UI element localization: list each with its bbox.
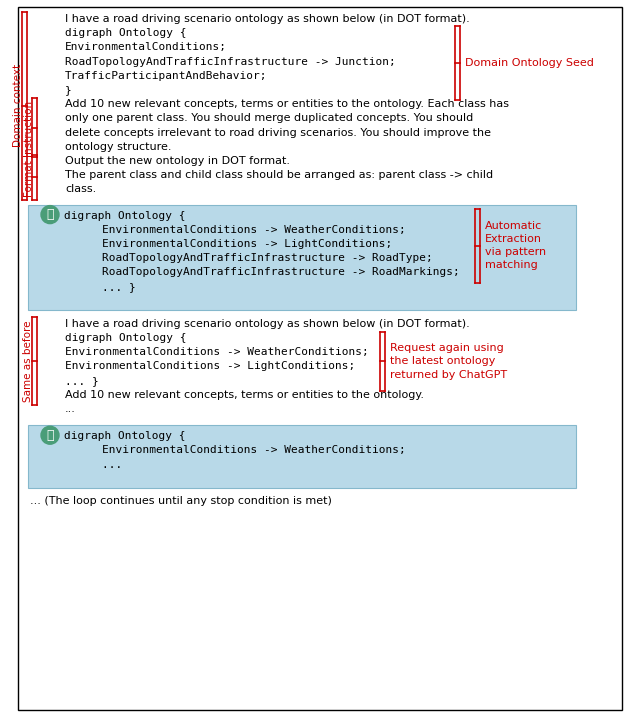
Text: only one parent class. You should merge duplicated concepts. You should: only one parent class. You should merge … [65, 113, 473, 123]
Text: Ⓢ: Ⓢ [46, 429, 54, 442]
Text: digraph Ontology {: digraph Ontology { [65, 333, 186, 343]
Text: Format: Format [23, 159, 33, 196]
Text: ... }: ... } [75, 282, 136, 292]
Text: I have a road driving scenario ontology as shown below (in DOT format).: I have a road driving scenario ontology … [65, 319, 470, 329]
Text: Instruction: Instruction [23, 100, 33, 156]
Circle shape [41, 426, 59, 445]
Text: digraph Ontology {: digraph Ontology { [64, 431, 186, 441]
Text: ... (The loop continues until any stop condition is met): ... (The loop continues until any stop c… [30, 495, 332, 505]
Text: Automatic
Extraction
via pattern
matching: Automatic Extraction via pattern matchin… [485, 221, 546, 270]
Text: RoadTopologyAndTrafficInfrastructure -> RoadType;: RoadTopologyAndTrafficInfrastructure -> … [75, 253, 433, 263]
Text: Domain Ontology Seed: Domain Ontology Seed [465, 58, 594, 68]
Text: EnvironmentalConditions -> WeatherConditions;: EnvironmentalConditions -> WeatherCondit… [65, 347, 369, 357]
Text: TrafficParticipantAndBehavior;: TrafficParticipantAndBehavior; [65, 71, 268, 81]
Text: RoadTopologyAndTrafficInfrastructure -> RoadMarkings;: RoadTopologyAndTrafficInfrastructure -> … [75, 267, 460, 277]
Bar [28, 425, 576, 488]
Text: ... }: ... } [65, 376, 99, 386]
Circle shape [41, 206, 59, 224]
Text: delete concepts irrelevant to road driving scenarios. You should improve the: delete concepts irrelevant to road drivi… [65, 128, 491, 138]
Text: }: } [65, 85, 72, 95]
Text: ontology structure.: ontology structure. [65, 142, 172, 152]
Text: EnvironmentalConditions -> WeatherConditions;: EnvironmentalConditions -> WeatherCondit… [75, 445, 406, 455]
Text: EnvironmentalConditions -> LightConditions;: EnvironmentalConditions -> LightConditio… [75, 239, 392, 249]
Text: Add 10 new relevant concepts, terms or entities to the ontology. Each class has: Add 10 new relevant concepts, terms or e… [65, 99, 509, 109]
Text: ...: ... [65, 404, 76, 414]
Text: class.: class. [65, 184, 96, 194]
Text: RoadTopologyAndTrafficInfrastructure -> Junction;: RoadTopologyAndTrafficInfrastructure -> … [65, 57, 396, 67]
Text: ...: ... [75, 460, 122, 470]
Text: The parent class and child class should be arranged as: parent class -> child: The parent class and child class should … [65, 170, 493, 180]
Text: Output the new ontology in DOT format.: Output the new ontology in DOT format. [65, 156, 290, 166]
Text: Request again using
the latest ontology
returned by ChatGPT: Request again using the latest ontology … [390, 343, 507, 379]
Text: Ⓢ: Ⓢ [46, 208, 54, 221]
Text: Same as before: Same as before [23, 320, 33, 402]
Text: digraph Ontology {: digraph Ontology { [65, 28, 186, 38]
Text: Add 10 new relevant concepts, terms or entities to the ontology.: Add 10 new relevant concepts, terms or e… [65, 390, 424, 400]
Text: EnvironmentalConditions -> WeatherConditions;: EnvironmentalConditions -> WeatherCondit… [75, 225, 406, 234]
Text: EnvironmentalConditions;: EnvironmentalConditions; [65, 42, 227, 52]
Text: digraph Ontology {: digraph Ontology { [64, 211, 186, 221]
Bar [28, 204, 576, 310]
Text: Domain context: Domain context [13, 65, 23, 148]
Text: I have a road driving scenario ontology as shown below (in DOT format).: I have a road driving scenario ontology … [65, 14, 470, 24]
Text: EnvironmentalConditions -> LightConditions;: EnvironmentalConditions -> LightConditio… [65, 361, 355, 371]
